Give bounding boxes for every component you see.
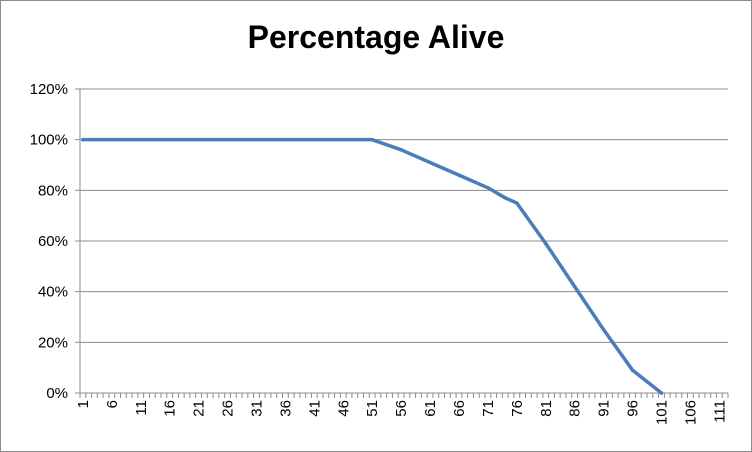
x-tick-label: 16	[162, 400, 179, 417]
x-tick-label: 26	[220, 400, 237, 417]
x-tick-label: 71	[480, 400, 497, 417]
x-tick-label: 96	[625, 400, 642, 417]
x-tick-label: 86	[567, 400, 584, 417]
series-point	[630, 368, 635, 372]
x-tick-label: 31	[248, 400, 265, 417]
x-tick-label: 21	[191, 400, 208, 417]
x-tick-label: 81	[538, 400, 555, 417]
y-tick-label: 120%	[30, 81, 68, 98]
y-tick-label: 100%	[30, 132, 68, 149]
series-point	[503, 196, 507, 200]
series-point	[572, 284, 577, 289]
x-tick-label: 101	[653, 400, 670, 425]
series-point	[486, 186, 490, 190]
series-point	[544, 241, 548, 246]
series-point	[515, 201, 519, 205]
series-point	[399, 148, 403, 152]
series-point	[601, 327, 606, 332]
x-tick-label: 6	[104, 400, 121, 408]
x-tick-label: 91	[596, 400, 613, 417]
series-point	[370, 137, 374, 142]
x-tick-label: 61	[422, 400, 439, 417]
x-tick-label: 106	[682, 400, 699, 425]
y-tick-label: 40%	[38, 284, 68, 301]
series-point	[428, 160, 432, 165]
y-tick-label: 20%	[38, 334, 68, 351]
series-point	[457, 173, 461, 177]
chart-title: Percentage Alive	[247, 19, 505, 55]
x-tick-label: 46	[335, 400, 352, 417]
x-tick-label: 56	[393, 400, 410, 417]
y-tick-label: 0%	[46, 385, 68, 402]
x-tick-label: 41	[306, 400, 323, 417]
series-point	[659, 391, 664, 395]
x-tick-label: 51	[364, 400, 381, 417]
y-tick-label: 60%	[38, 233, 68, 250]
x-tick-label: 1	[75, 400, 92, 408]
series-line	[81, 137, 664, 395]
x-tick-label: 36	[277, 400, 294, 417]
y-tick-label: 80%	[38, 182, 68, 199]
x-tick-label: 11	[133, 400, 150, 416]
x-tick-label: 111	[711, 400, 728, 423]
x-tick-label: 76	[509, 400, 526, 417]
series-point	[81, 137, 85, 142]
x-tick-label: 66	[451, 400, 468, 417]
